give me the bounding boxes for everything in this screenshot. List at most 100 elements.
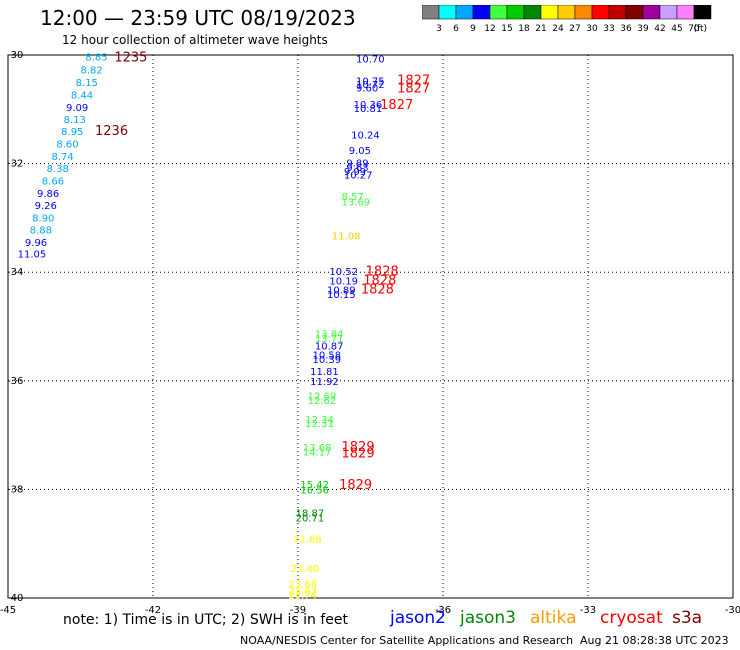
pass-time-label: 1827 (397, 73, 430, 88)
swh-value-label: 10.39 (313, 355, 342, 366)
pass-time-label: 1827 (380, 98, 413, 113)
swh-value-label: 8.90 (32, 213, 54, 224)
swh-value-label: 10.58 (313, 351, 342, 362)
swh-value-label: 8.60 (56, 140, 78, 151)
legend-bin-label: 33 (603, 24, 614, 34)
mission-label: jason3 (460, 608, 516, 628)
swh-value-label: 20.71 (296, 514, 325, 525)
mission-label: s3a (672, 608, 703, 628)
swh-value-label: 10.36 (354, 100, 383, 111)
pass-time-label: 1829 (339, 478, 372, 493)
y-tick-label: -30 (7, 50, 23, 61)
x-tick-label: -36 (435, 605, 451, 616)
legend-swatch (506, 5, 525, 20)
swh-value-label: 9.96 (25, 238, 47, 249)
y-tick-label: -36 (7, 376, 23, 387)
swh-value-label: 10.15 (327, 290, 356, 301)
footer-credit: NOAA/NESDIS Center for Satellite Applica… (240, 634, 574, 647)
swh-value-label: 10.89 (327, 286, 356, 297)
legend-swatch (659, 5, 678, 20)
x-tick-label: -33 (580, 605, 596, 616)
swh-value-label: 13.71 (315, 334, 344, 345)
y-tick-label: -38 (7, 484, 23, 495)
legend-bin-label: 36 (620, 24, 632, 34)
swh-value-label: 23.68 (288, 579, 317, 590)
swh-value-label: 10.70 (356, 54, 385, 65)
footer-timestamp: Aug 21 08:28:38 UTC 2023 (580, 634, 729, 647)
legend-swatch (591, 5, 610, 20)
legend-swatch (540, 5, 559, 20)
swh-value-label: 12.34 (305, 415, 334, 426)
legend-bin-label: 24 (552, 24, 564, 34)
pass-time-label: 1828 (361, 282, 394, 297)
pass-time-label: 1829 (342, 446, 375, 461)
swh-value-label: 9.05 (349, 146, 371, 157)
axis-layer: -45 -42 -39 -36 -33 -30 -30 -32 -34 -36 -38 -40 (0, 50, 740, 616)
y-tick-label: -34 (7, 267, 23, 278)
swh-value-label: 11.92 (310, 377, 339, 388)
swh-value-label: 8.82 (81, 66, 103, 77)
chart-title: 12:00 — 23:59 UTC 08/19/2023 (40, 6, 356, 30)
swh-value-label: 14.17 (303, 447, 332, 458)
swh-value-label: 9.86 (37, 189, 59, 200)
data-layer: 8.85 8.828.15 8.449.098.138.95 8.608.748.38… (18, 51, 431, 602)
swh-value-label: 10.75 (356, 77, 385, 88)
swh-value-label: 23.63 (288, 586, 317, 597)
swh-value-label: 8.38 (47, 164, 69, 175)
legend-bin-label: 70 (688, 24, 700, 34)
swh-value-label: 16.56 (300, 485, 329, 496)
swh-value-label: 9.99 (344, 167, 366, 178)
swh-value-label: 9.60 (356, 84, 378, 95)
swh-value-label: 8.44 (71, 91, 93, 102)
legend-bin-label: 21 (535, 24, 546, 34)
swh-value-label: 11.05 (18, 250, 47, 261)
legend-bin-label: 3 (436, 24, 442, 34)
legend-swatch (489, 5, 508, 20)
swh-value-label: 8.85 (85, 53, 107, 64)
legend-swatch (557, 5, 576, 20)
swh-value-label: 23.40 (291, 564, 320, 575)
swh-value-label: 9.09 (66, 103, 88, 114)
legend-bin-label: 12 (484, 24, 495, 34)
pass-time-label: 1827 (397, 82, 430, 97)
legend-bin-label: 9 (470, 24, 476, 34)
swh-value-label: 8.74 (52, 152, 74, 163)
swh-value-label: 8.88 (30, 225, 52, 236)
plot-frame (7, 54, 734, 599)
swh-value-label: 11.81 (310, 367, 339, 378)
x-tick-label: -30 (725, 605, 740, 616)
swh-value-label: 18.87 (296, 509, 325, 520)
legend-bin-label: 42 (654, 24, 665, 34)
legend-swatch (472, 5, 491, 20)
swh-value-label: 13.68 (303, 443, 332, 454)
swh-value-label: 9.63 (346, 163, 368, 174)
legend-swatch (608, 5, 627, 20)
swh-value-label: 12.62 (308, 396, 337, 407)
swh-value-label: 8.13 (64, 115, 86, 126)
y-tick-label: -40 (7, 593, 23, 604)
swh-value-label: 8.66 (42, 176, 64, 187)
swh-value-label: 8.57 (342, 192, 364, 203)
swh-value-label: 10.24 (351, 130, 380, 141)
pass-time-label: 1235 (114, 51, 147, 66)
legend-swatch (693, 5, 712, 20)
grid-layer (8, 55, 733, 598)
swh-value-label: 9.89 (346, 159, 368, 170)
legend-swatch (455, 5, 474, 20)
swh-value-label: 10.87 (315, 342, 344, 353)
pass-time-label: 1828 (363, 273, 396, 288)
legend-bin-label: 15 (501, 24, 512, 34)
legend-swatch (438, 5, 457, 20)
swh-value-label: 8.95 (61, 127, 83, 138)
swh-value-label: 21.68 (293, 534, 322, 545)
pass-time-label: 1829 (342, 440, 375, 455)
legend-bin-label: 18 (518, 24, 530, 34)
swh-value-label: 8.15 (76, 78, 98, 89)
swh-value-label: 15.42 (300, 480, 329, 491)
swh-value-label: 13.84 (315, 330, 344, 341)
swh-value-label: 10.27 (344, 170, 373, 181)
footer-note: note: 1) Time is in UTC; 2) SWH is in fe… (63, 612, 349, 628)
y-tick-label: -32 (7, 159, 23, 170)
swh-value-label: 10.72 (356, 80, 385, 91)
